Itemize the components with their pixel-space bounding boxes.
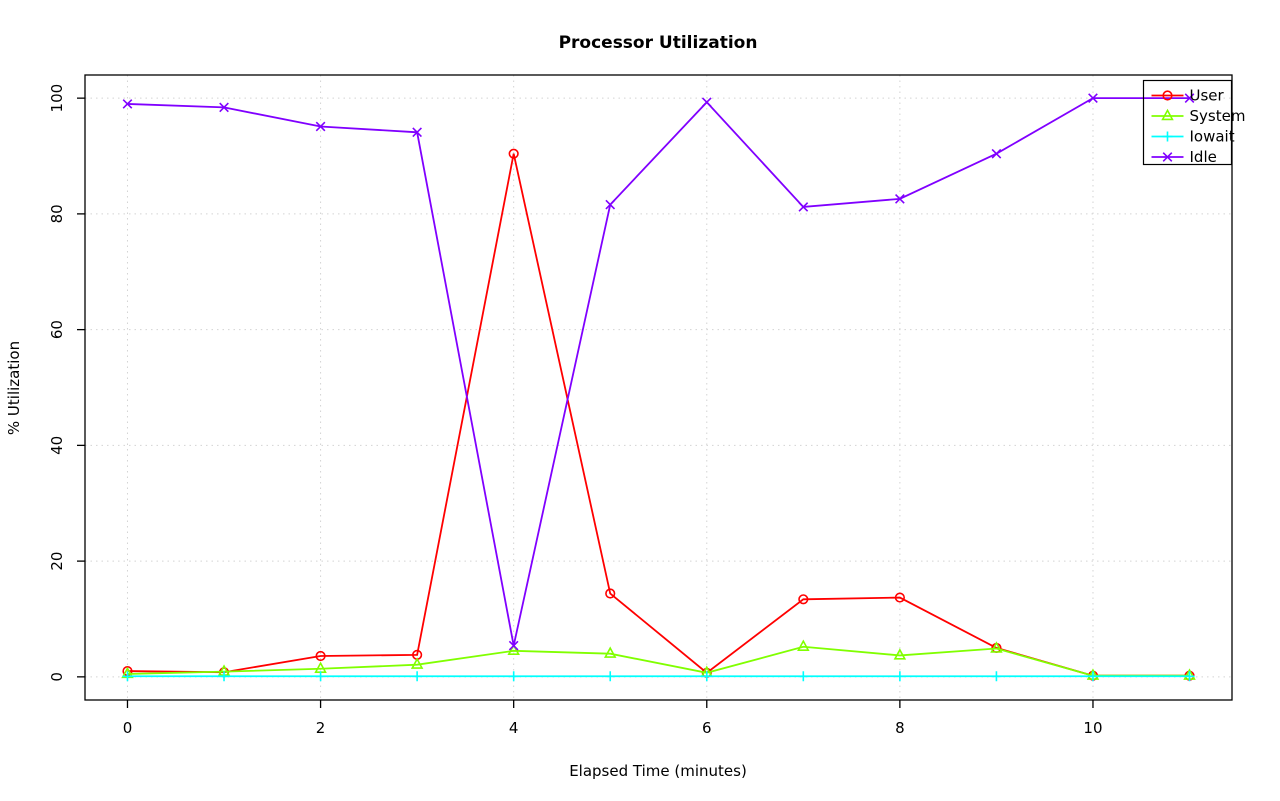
plot-box	[84, 74, 1233, 701]
y-tick-label: 40	[48, 436, 66, 455]
legend-label-iowait: Iowait	[1190, 128, 1235, 146]
series-iowait	[122, 671, 1195, 682]
series-line	[127, 153, 1190, 677]
series-system	[121, 639, 1196, 680]
y-tick-label: 60	[48, 320, 66, 339]
y-tick-label: 0	[48, 672, 66, 682]
y-tick-label: 100	[48, 84, 66, 113]
grid	[85, 75, 1232, 700]
series-line	[127, 645, 1190, 677]
x-tick-label: 10	[1083, 719, 1102, 737]
series-idle	[122, 93, 1195, 651]
series-user	[122, 148, 1195, 681]
legend-label-system: System	[1190, 107, 1246, 125]
legend: User System Iowait Idle	[1142, 79, 1246, 166]
y-tick-label: 20	[48, 552, 66, 571]
y-tick-label: 80	[48, 204, 66, 223]
y-axis-label: % Utilization	[5, 340, 23, 436]
x-tick-label: 4	[509, 719, 519, 737]
legend-label-user: User	[1190, 87, 1225, 105]
x-tick-label: 8	[895, 719, 905, 737]
series-line	[127, 97, 1190, 646]
legend-label-idle: Idle	[1190, 148, 1217, 166]
x-axis-label: Elapsed Time (minutes)	[569, 762, 747, 780]
chart-title: Processor Utilization	[558, 33, 758, 53]
x-tick-label: 6	[702, 719, 712, 737]
x-tick-label: 2	[316, 719, 326, 737]
legend-box	[1142, 79, 1233, 166]
x-tick-label: 0	[123, 719, 133, 737]
